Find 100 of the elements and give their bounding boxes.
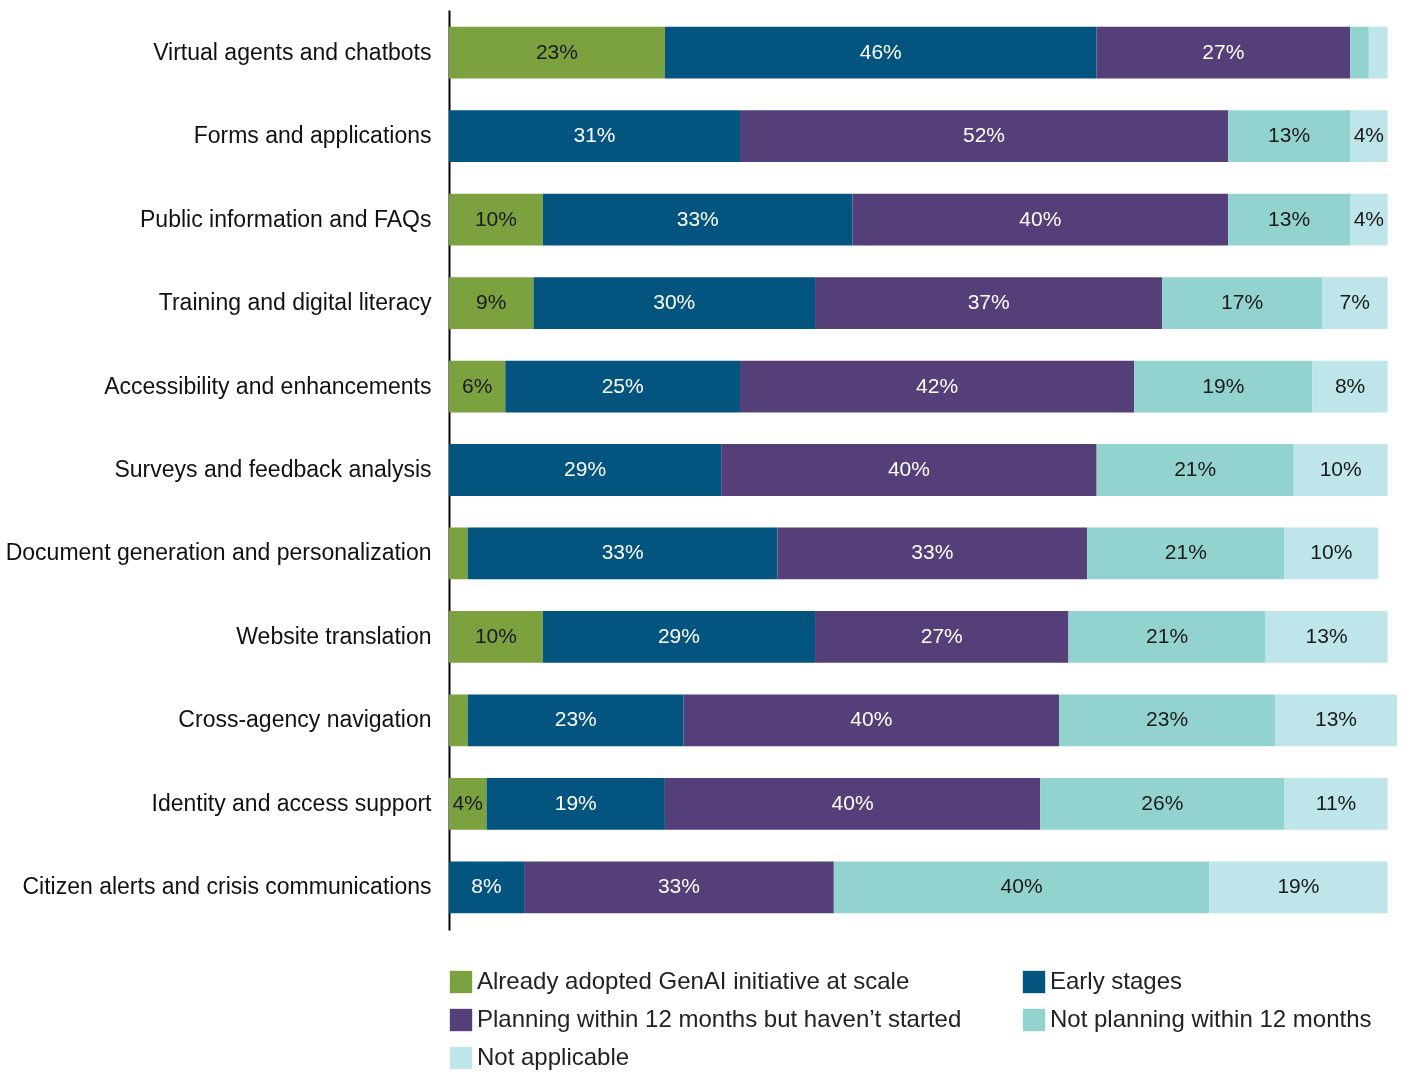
bar <box>815 277 1163 329</box>
y-tick-label: Surveys and feedback analysis <box>114 456 432 482</box>
bar <box>542 193 853 246</box>
bar <box>1368 26 1388 79</box>
data-label: 19% <box>1202 373 1245 397</box>
data-label: 40% <box>1019 206 1062 230</box>
data-label: 40% <box>1000 874 1043 898</box>
y-tick-label: Document generation and personalization <box>5 539 432 566</box>
bar <box>449 444 722 496</box>
bar <box>449 193 543 246</box>
data-label: 13% <box>1268 123 1311 147</box>
data-label: 33% <box>676 206 719 230</box>
bar <box>1284 778 1388 830</box>
bar <box>449 694 468 747</box>
bar <box>449 527 468 580</box>
bar <box>505 360 740 413</box>
data-label: 27% <box>1202 39 1245 63</box>
data-label: 13% <box>1314 707 1358 731</box>
data-label: 40% <box>887 457 930 480</box>
data-label: 33% <box>657 874 700 898</box>
data-label: 19% <box>1277 874 1320 898</box>
bar <box>449 861 525 914</box>
bar <box>467 694 684 747</box>
bar <box>1096 26 1351 79</box>
data-label: 10% <box>474 206 517 230</box>
bar <box>1265 611 1388 663</box>
bar <box>739 110 1229 162</box>
y-tick-label: Website translation <box>236 622 432 649</box>
bar <box>721 444 1097 496</box>
y-tick-label: Virtual agents and chatbots <box>153 38 432 65</box>
bar <box>1274 694 1397 747</box>
data-label: 27% <box>920 623 963 647</box>
bar <box>449 26 665 79</box>
data-label: 40% <box>850 707 893 731</box>
bar <box>1040 778 1285 830</box>
data-label: 13% <box>1305 623 1348 647</box>
bar <box>1134 360 1313 413</box>
data-label: 23% <box>554 707 597 731</box>
bar <box>449 277 534 329</box>
bar <box>739 360 1135 413</box>
legend-label: Not planning within 12 months <box>1050 1005 1372 1032</box>
bar <box>833 861 1210 914</box>
y-tick-label: Citizen alerts and crisis communications <box>22 873 432 900</box>
bar <box>1284 527 1379 580</box>
data-label: 21% <box>1174 457 1217 480</box>
bar <box>815 611 1069 663</box>
data-label: 26% <box>1141 790 1184 814</box>
legend-label: Already adopted GenAI initiative at scale <box>477 967 910 994</box>
data-label: 10% <box>1310 540 1353 564</box>
bar <box>449 110 740 162</box>
data-label: 37% <box>967 290 1010 314</box>
data-label: 21% <box>1146 623 1189 647</box>
bar <box>524 861 834 914</box>
data-label: 29% <box>564 457 607 480</box>
data-label: 52% <box>962 123 1006 147</box>
bar <box>1321 277 1388 329</box>
data-label: 23% <box>535 39 578 63</box>
data-label: 11% <box>1315 790 1357 814</box>
data-label: 33% <box>601 540 644 564</box>
data-label: 23% <box>1146 707 1189 731</box>
data-label: 17% <box>1221 290 1264 314</box>
bar <box>1312 360 1388 413</box>
data-label: 25% <box>601 373 644 397</box>
data-label: 31% <box>573 123 616 147</box>
bar <box>486 778 665 830</box>
data-label: 13% <box>1268 206 1311 230</box>
data-label: 29% <box>657 623 700 647</box>
data-label: 6% <box>461 373 493 397</box>
legend-label: Not applicable <box>477 1043 630 1070</box>
bar <box>449 611 543 663</box>
bar <box>1096 444 1294 496</box>
bar <box>1350 110 1388 162</box>
bar <box>1068 611 1266 663</box>
y-tick-label: Cross-agency navigation <box>178 706 432 733</box>
data-label: 4% <box>452 790 483 814</box>
y-tick-label: Public information and FAQs <box>140 205 432 232</box>
bar <box>449 360 506 413</box>
data-label: 10% <box>474 623 517 647</box>
data-label: 4% <box>1353 206 1385 230</box>
bar <box>1228 193 1351 246</box>
data-label: 8% <box>471 874 502 898</box>
bar <box>1209 861 1388 914</box>
data-label: 8% <box>1334 373 1366 397</box>
bar <box>1162 277 1322 329</box>
bar <box>467 527 778 580</box>
data-label: 10% <box>1319 457 1362 480</box>
data-label: 40% <box>831 790 874 814</box>
data-label: 33% <box>911 540 954 564</box>
data-label: 46% <box>859 39 902 63</box>
data-label: 9% <box>476 290 507 314</box>
data-label: 7% <box>1339 290 1370 314</box>
bar <box>683 694 1060 747</box>
bar <box>449 778 487 830</box>
bar <box>1087 527 1285 580</box>
legend-label: Planning within 12 months but haven’t started <box>477 1005 962 1032</box>
y-tick-label: Training and digital literacy <box>158 289 432 316</box>
y-tick-label: Accessibility and enhancements <box>104 372 432 399</box>
data-label: 42% <box>916 373 959 397</box>
y-tick-label: Identity and access support <box>151 789 433 816</box>
bar <box>777 527 1088 580</box>
